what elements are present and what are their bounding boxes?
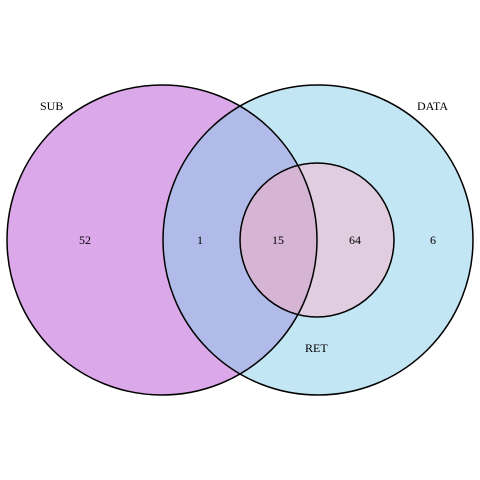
sub-outline [6,84,318,396]
sub-only-count: 52 [79,233,91,247]
data-set-label: DATA [417,99,448,113]
sub-data-overlap [163,85,317,395]
sub-data-count: 1 [197,233,203,247]
sub-set-label: SUB [40,99,63,113]
data-ret-count: 64 [349,233,361,247]
ret-outline [239,162,395,318]
data-outline [162,84,474,396]
sub-data-ret-overlap [240,163,317,317]
data-only-count: 6 [430,233,436,247]
sub-data-ret-count: 15 [272,233,284,247]
ret-set-label: RET [305,341,328,355]
